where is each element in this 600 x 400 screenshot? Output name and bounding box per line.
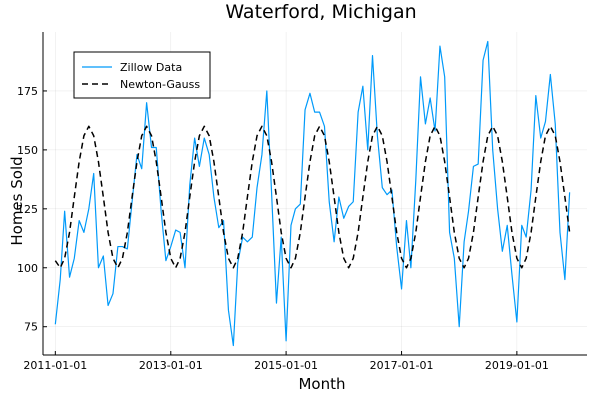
- x-tick-label-2: 2015-01-01: [254, 359, 318, 372]
- axes: [42, 32, 587, 356]
- series-layer: [54, 40, 571, 347]
- x-axis-title: Month: [298, 375, 345, 393]
- series-line-zillow-data: [54, 40, 571, 347]
- series-line-newton-gauss: [54, 125, 571, 269]
- x-tick-label-0: 2011-01-01: [23, 359, 87, 372]
- y-tick-label-3: 150: [17, 144, 38, 157]
- legend-label-zillow-data: Zillow Data: [120, 61, 182, 74]
- y-tick-label-2: 125: [17, 203, 38, 216]
- y-tick-label-1: 100: [17, 262, 38, 275]
- legend-box: [73, 51, 211, 99]
- ticks: 2011-01-01 2013-01-01 2015-01-01 2017-01-01…: [17, 85, 549, 372]
- x-tick-label-1: 2013-01-01: [139, 359, 203, 372]
- y-tick-label-0: 75: [24, 321, 38, 334]
- legend: Zillow Data Newton-Gauss: [73, 51, 211, 99]
- x-tick-label-4: 2019-01-01: [485, 359, 549, 372]
- chart-title: Waterford, Michigan: [225, 1, 416, 23]
- y-tick-label-4: 175: [17, 85, 38, 98]
- y-axis-title: Homes Sold: [8, 156, 26, 245]
- x-tick-label-3: 2017-01-01: [370, 359, 434, 372]
- legend-label-newton-gauss: Newton-Gauss: [120, 78, 200, 91]
